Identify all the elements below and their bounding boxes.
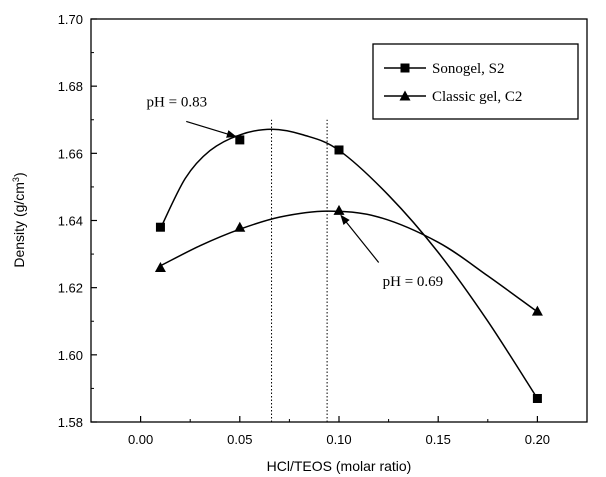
legend: Sonogel, S2 Classic gel, C2 [372,43,579,120]
legend-marker-classic [399,90,411,101]
y-tick-label: 1.70 [58,12,83,27]
y-tick-label: 1.58 [58,415,83,430]
data-point-sonogel [235,135,245,145]
data-point-classic [234,221,246,232]
y-tick-label: 1.68 [58,79,83,94]
legend-label-classic: Classic gel, C2 [432,89,522,105]
data-point-classic [154,262,166,273]
data-point-sonogel [532,393,542,403]
y-axis-title: Density (g/cm3) [11,172,27,267]
ph-annotation-label: pH = 0.69 [383,274,444,290]
series-line-classic [160,210,538,313]
x-tick-label: 0.10 [326,432,351,447]
data-point-classic [531,305,543,316]
y-tick-label: 1.66 [58,146,83,161]
legend-label-sonogel: Sonogel, S2 [432,61,505,77]
x-tick-label: 0.15 [426,432,451,447]
y-tick-label: 1.60 [58,348,83,363]
series-line-sonogel [159,128,539,399]
ph-annotation-arrow [186,120,237,138]
data-point-sonogel [334,145,344,155]
x-tick-label: 0.20 [525,432,550,447]
x-tick-label: 0.05 [227,432,252,447]
data-point-sonogel [155,222,165,232]
y-tick-label: 1.64 [58,214,83,229]
data-point-classic [333,204,345,215]
ph-annotation-arrow [340,214,380,263]
ph-annotation-label: pH = 0.83 [147,94,208,110]
y-tick-label: 1.62 [58,281,83,296]
legend-box [372,43,579,120]
x-axis-title: HCl/TEOS (molar ratio) [267,458,412,474]
legend-marker-sonogel [400,63,410,73]
x-tick-label: 0.00 [128,432,153,447]
